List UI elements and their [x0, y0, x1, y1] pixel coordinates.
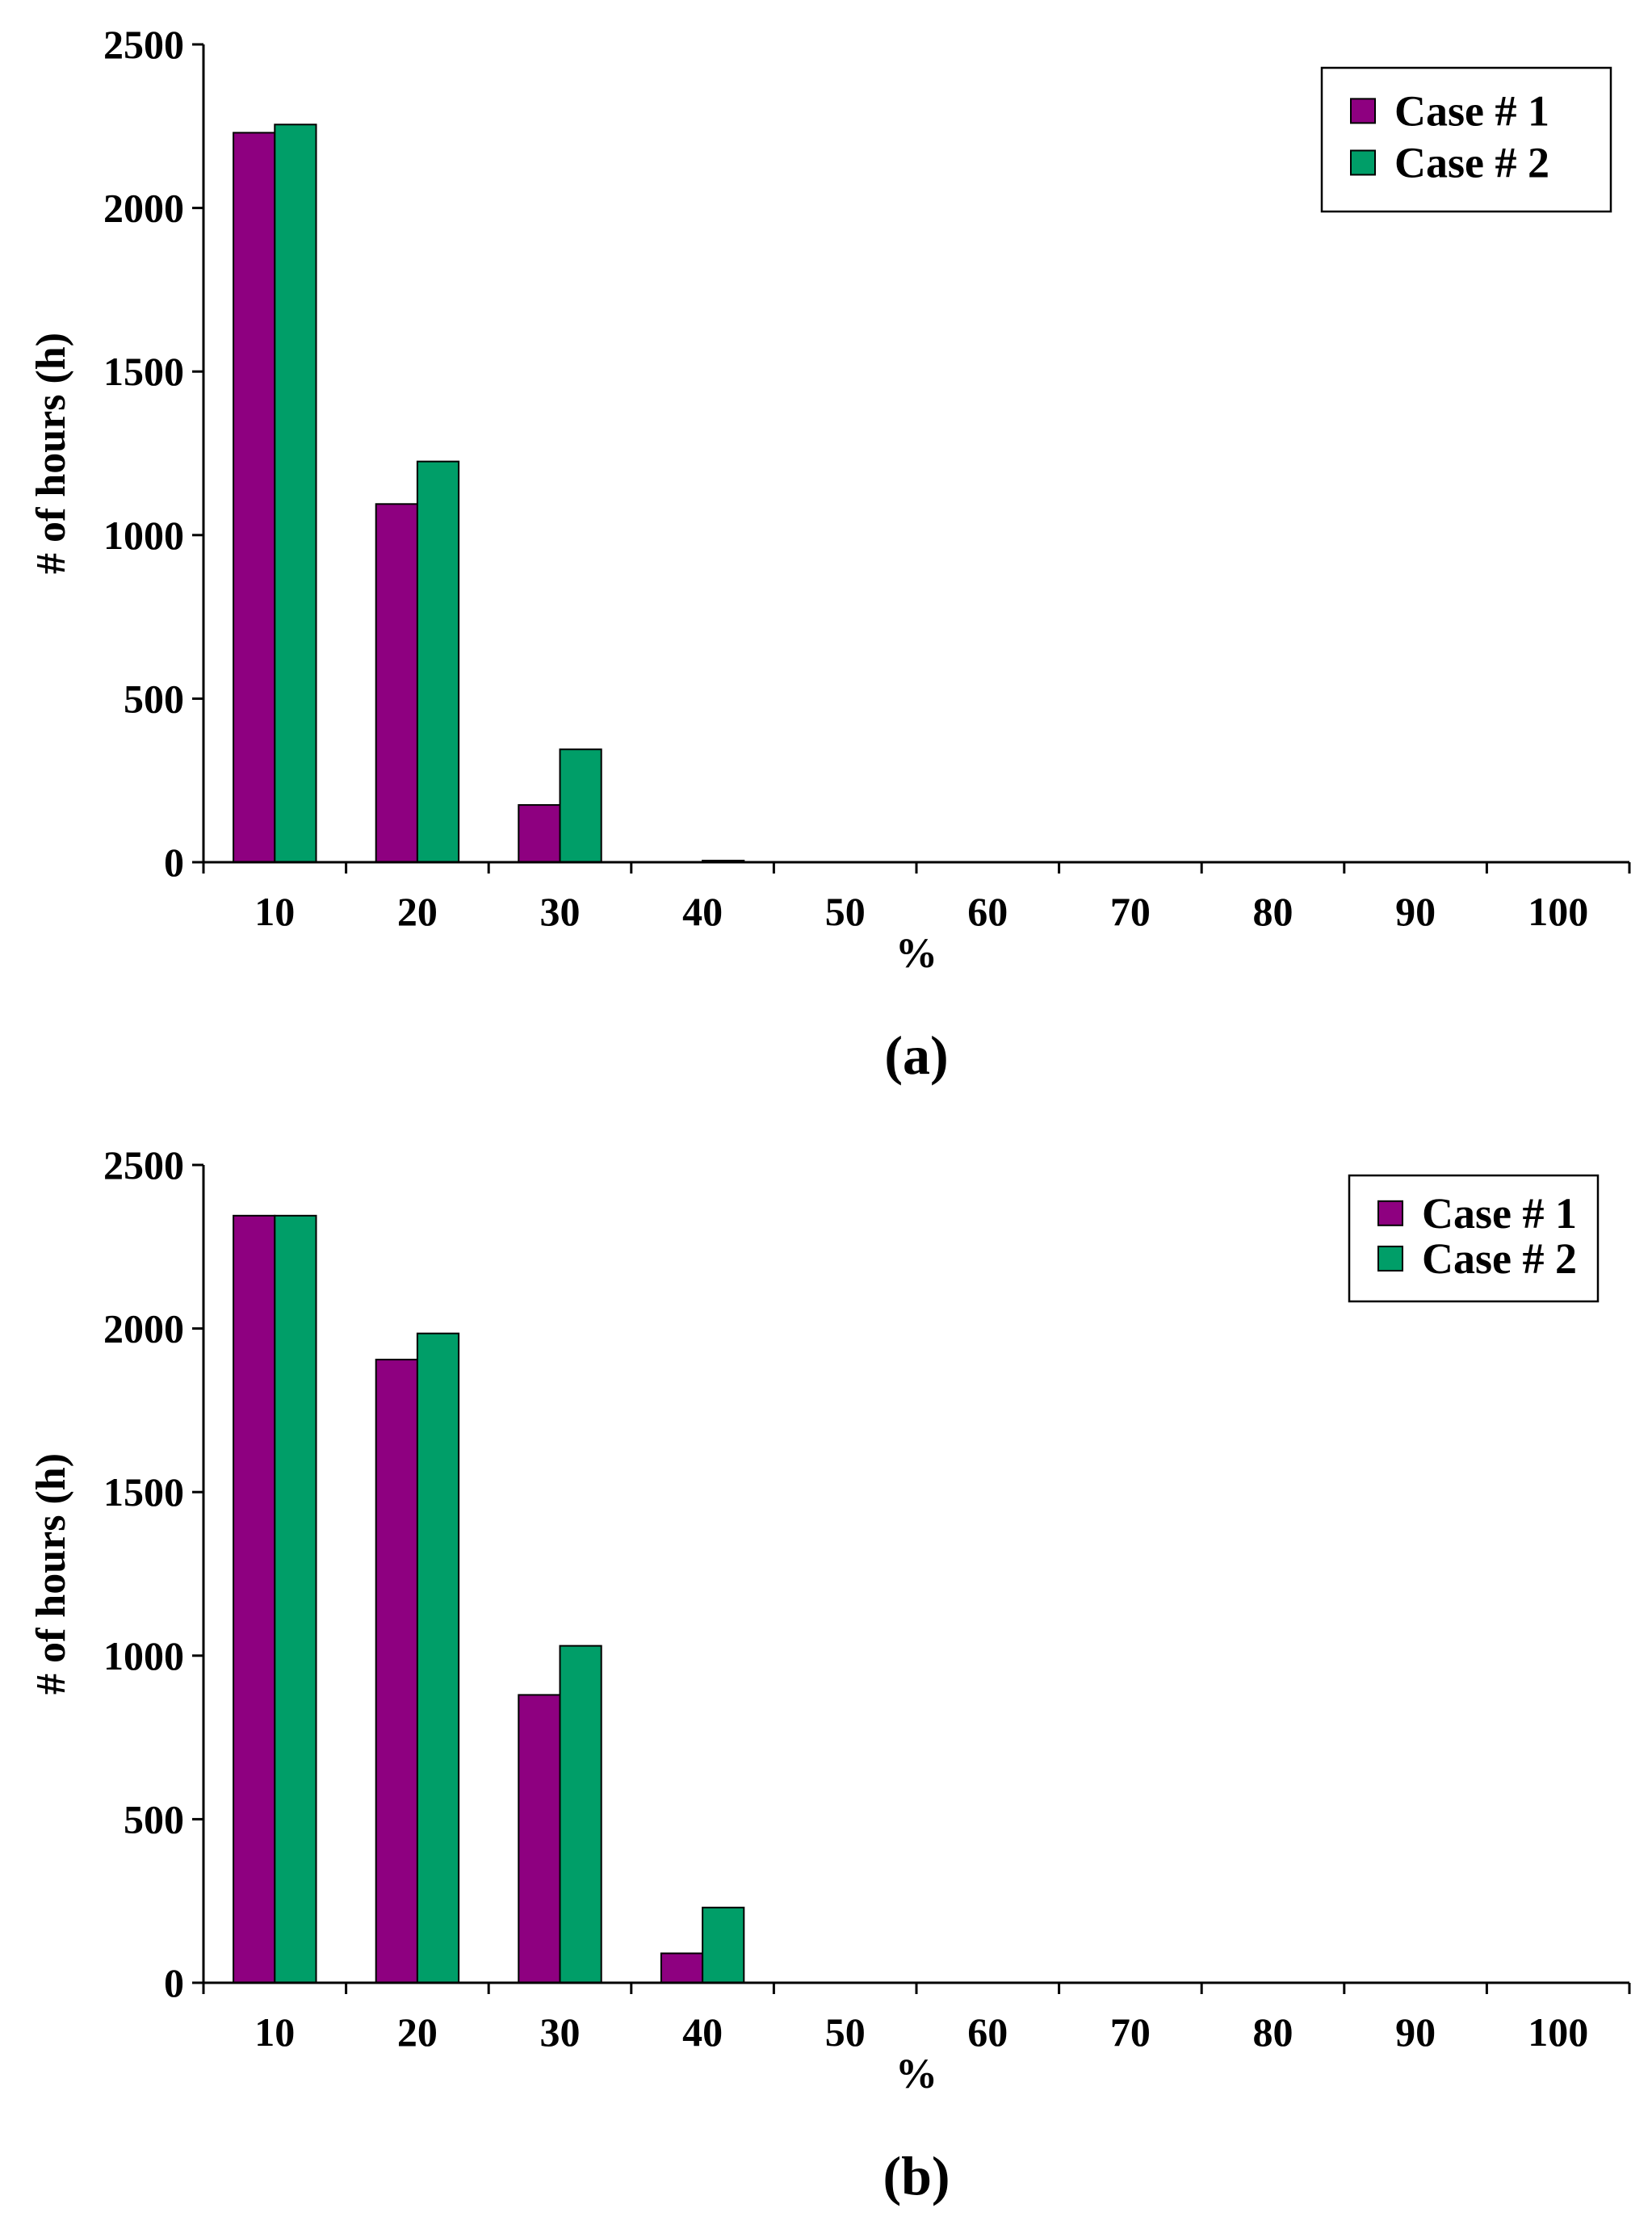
x-tick-label: 10: [254, 889, 295, 934]
legend-label-case1: Case # 1: [1422, 1189, 1577, 1238]
x-tick-label: 50: [825, 2009, 866, 2055]
x-tick-label: 80: [1253, 2009, 1294, 2055]
y-tick-label: 1000: [103, 513, 184, 558]
bar-case1-10: [233, 1214, 276, 1984]
x-axis-label: %: [895, 2051, 937, 2097]
y-tick-label: 500: [124, 1796, 184, 1841]
bar-case2-20: [416, 460, 460, 863]
bar-case1-30: [518, 804, 561, 864]
x-tick-label: 20: [397, 889, 438, 934]
y-tick-label: 2500: [103, 22, 184, 67]
bar-case1-20: [375, 503, 418, 863]
legend-swatch-case1: [1350, 98, 1376, 124]
legend-swatch-case2: [1350, 149, 1376, 176]
x-tick-label: 70: [1110, 2009, 1151, 2055]
bar-case1-20: [375, 1359, 418, 1984]
y-tick-label: 0: [164, 840, 184, 885]
bar-case2-40: [702, 1906, 745, 1984]
y-tick-label: 500: [124, 676, 184, 721]
y-tick-label: 0: [164, 1960, 184, 2005]
legend-swatch-case1: [1377, 1200, 1403, 1226]
bar-case2-30: [559, 748, 602, 864]
x-tick-label: 40: [682, 889, 723, 934]
x-tick-label: 100: [1528, 2009, 1588, 2055]
bar-case2-10: [274, 1214, 317, 1984]
y-tick-label: 1500: [103, 349, 184, 394]
bar-case1-40: [660, 1952, 704, 1984]
legend-label-case2: Case # 2: [1394, 138, 1549, 186]
x-tick-label: 90: [1395, 889, 1436, 934]
x-tick-label: 100: [1528, 889, 1588, 934]
x-axis-label: %: [895, 931, 937, 977]
x-tick-label: 70: [1110, 889, 1151, 934]
x-tick-label: 10: [254, 2009, 295, 2055]
bar-case2-10: [274, 124, 317, 863]
bar-case1-30: [518, 1694, 561, 1984]
chart-panel-b: 0 500 1000 1500 2000 2500 10 20 30 40 50 60 70 80 90 10…: [28, 1142, 1631, 2206]
x-tick-label: 40: [682, 2009, 723, 2055]
bar-case2-30: [559, 1645, 602, 1984]
x-tick-label: 30: [540, 889, 581, 934]
y-tick-label: 2000: [103, 186, 184, 231]
legend-box: [1320, 66, 1612, 213]
x-tick-label: 60: [967, 2009, 1008, 2055]
panel-label: (a): [884, 1024, 948, 1086]
chart-panel-a: 0 500 1000 1500 2000 2500 10 20 30 40 50 60 70 80 90 10…: [28, 22, 1631, 1086]
legend-swatch-case2: [1377, 1245, 1403, 1272]
panel-label: (b): [883, 2145, 950, 2206]
bar-case1-10: [233, 132, 276, 863]
y-axis-label: # of hours (h): [28, 1453, 74, 1695]
bar-case2-20: [416, 1332, 460, 1984]
y-axis-label: # of hours (h): [28, 333, 74, 574]
y-tick-label: 2500: [103, 1142, 184, 1188]
y-tick-label: 1000: [103, 1633, 184, 1678]
x-tick-label: 90: [1395, 2009, 1436, 2055]
y-tick-label: 2000: [103, 1306, 184, 1351]
legend-label-case2: Case # 2: [1422, 1234, 1577, 1283]
x-tick-label: 30: [540, 2009, 581, 2055]
x-tick-label: 60: [967, 889, 1008, 934]
x-tick-label: 20: [397, 2009, 438, 2055]
x-tick-label: 80: [1253, 889, 1294, 934]
legend-label-case1: Case # 1: [1394, 86, 1549, 135]
y-tick-label: 1500: [103, 1469, 184, 1515]
x-tick-label: 50: [825, 889, 866, 934]
legend-box: [1348, 1174, 1600, 1303]
